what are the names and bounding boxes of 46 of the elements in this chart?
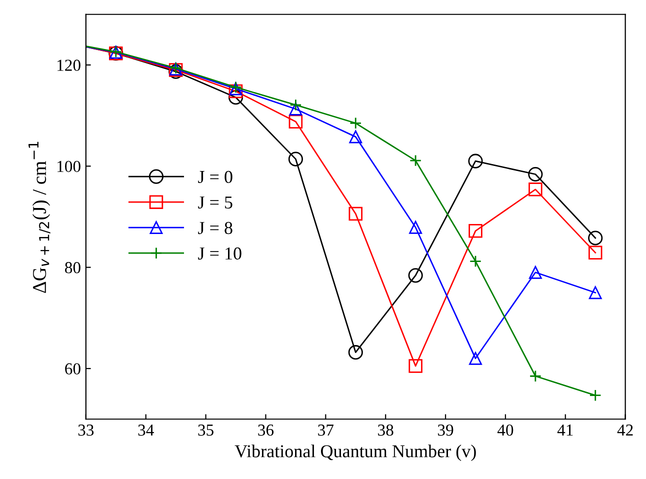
- point: [228, 90, 244, 105]
- point: [469, 255, 482, 268]
- point: [529, 370, 542, 382]
- point: [468, 224, 482, 238]
- x-tick-label: 35: [198, 424, 214, 436]
- y-tick-label: 120: [58, 60, 80, 71]
- point: [408, 268, 423, 283]
- point: [288, 114, 303, 129]
- x-tick-label: 39: [438, 424, 454, 436]
- legend-label: J = 0: [198, 170, 232, 184]
- point: [528, 266, 542, 279]
- x-tick-label: 41: [557, 424, 573, 436]
- x-axis-title: Vibrational Quantum Number (v): [234, 444, 476, 462]
- point: [289, 102, 302, 116]
- x-tick-label: 33: [78, 424, 94, 436]
- point: [589, 389, 602, 402]
- point: [528, 182, 542, 196]
- point: [409, 220, 422, 234]
- point: [468, 154, 483, 168]
- x-tick-label: 34: [138, 424, 154, 436]
- y-tick-label: 80: [65, 262, 80, 274]
- x-tick-label: 42: [617, 424, 633, 436]
- point: [228, 84, 243, 98]
- point: [288, 152, 303, 166]
- legend-label: J = 8: [198, 222, 232, 234]
- point: [350, 117, 362, 130]
- x-tick-label: 40: [497, 424, 514, 436]
- point: [528, 166, 543, 182]
- legend-label: J = 5: [198, 196, 232, 209]
- y-axis-title: ΔG$_{v+1/2}$(J) / cm$^{−1}$: [28, 142, 50, 293]
- point: [588, 246, 602, 260]
- point: [469, 352, 482, 365]
- y-tick-label: 60: [65, 363, 80, 374]
- point: [290, 98, 302, 111]
- x-tick-label: 37: [318, 424, 334, 436]
- point: [348, 345, 363, 360]
- x-tick-label: 36: [258, 424, 274, 436]
- point: [408, 359, 422, 373]
- y-tick-label: 100: [58, 160, 80, 172]
- point: [349, 130, 362, 144]
- point: [588, 286, 602, 300]
- x-tick-label: 38: [378, 424, 394, 436]
- legend-label: J = 10: [198, 247, 242, 260]
- point: [588, 230, 603, 246]
- point: [348, 206, 362, 221]
- point: [410, 154, 422, 167]
